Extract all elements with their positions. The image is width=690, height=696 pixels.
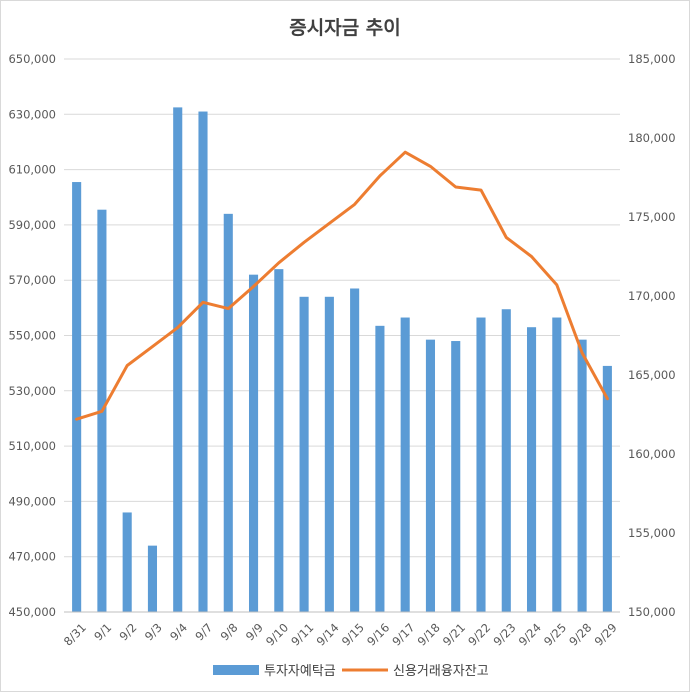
bar [198, 111, 208, 612]
bar [552, 317, 562, 612]
right-tick-label: 160,000 [628, 447, 676, 461]
bar [602, 365, 612, 612]
bar [451, 341, 461, 612]
bar [577, 339, 587, 612]
bar [375, 325, 385, 612]
right-tick-label: 170,000 [628, 289, 676, 303]
left-tick-label: 590,000 [8, 218, 56, 232]
left-tick-label: 470,000 [8, 550, 56, 564]
right-tick-label: 155,000 [628, 526, 676, 540]
bar [324, 296, 334, 612]
bar [173, 107, 183, 612]
bar [274, 269, 284, 612]
bar [476, 317, 486, 612]
left-tick-label: 490,000 [8, 494, 56, 508]
bar [248, 274, 259, 612]
bar [147, 545, 158, 612]
left-tick-label: 530,000 [8, 384, 56, 398]
bar [122, 512, 132, 612]
bar [223, 213, 233, 612]
line-series-path [75, 150, 609, 421]
right-tick-label: 180,000 [628, 131, 676, 145]
left-tick-label: 630,000 [8, 107, 56, 121]
left-tick-label: 610,000 [8, 163, 56, 177]
legend-label-line: 신용거래융자잔고 [393, 664, 489, 679]
bar [350, 288, 360, 612]
left-tick-label: 550,000 [8, 329, 56, 343]
left-tick-label: 450,000 [8, 605, 56, 619]
legend: 투자자예탁금 신용거래융자잔고 [213, 664, 489, 679]
legend-swatch-bar [213, 665, 259, 675]
chart-title: 증시자금 추이 [289, 17, 401, 39]
bar [299, 296, 309, 612]
bar [72, 182, 82, 613]
legend-label-bar: 투자자예탁금 [264, 664, 336, 679]
bar [526, 327, 537, 612]
right-tick-label: 185,000 [628, 52, 676, 66]
left-tick-label: 570,000 [8, 273, 56, 287]
left-tick-label: 510,000 [8, 439, 56, 453]
right-tick-label: 165,000 [628, 368, 676, 382]
bar [425, 339, 436, 612]
bar [400, 317, 410, 612]
right-tick-label: 150,000 [628, 605, 676, 619]
left-tick-label: 650,000 [8, 52, 56, 66]
right-tick-label: 175,000 [628, 210, 676, 224]
bar-series [72, 107, 612, 613]
line-series [75, 150, 609, 421]
bar [501, 309, 511, 612]
